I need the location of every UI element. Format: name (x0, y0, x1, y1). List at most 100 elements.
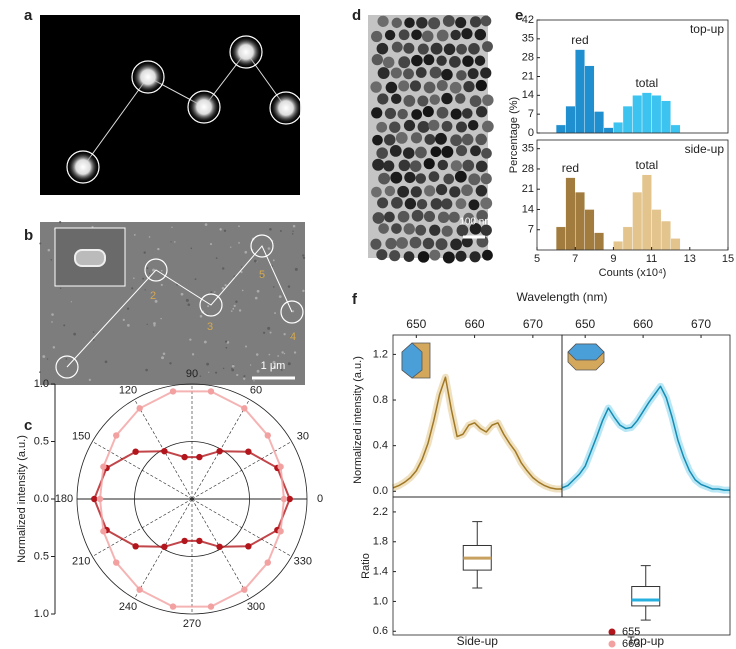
speckle (222, 287, 225, 290)
data-point (181, 538, 187, 544)
particle (370, 239, 381, 250)
speckle (245, 346, 247, 348)
spot (230, 36, 262, 68)
angle-label: 240 (119, 601, 137, 613)
particle (392, 42, 403, 53)
x-axis-label: Counts (x10⁴) (599, 267, 667, 279)
particle (461, 184, 473, 196)
particle (436, 55, 446, 65)
particle (481, 16, 492, 27)
bar (642, 93, 652, 133)
bar (566, 106, 576, 133)
particle (385, 108, 396, 119)
speckle (163, 352, 166, 355)
speckle (39, 371, 41, 373)
speckle (223, 368, 225, 370)
data-point (113, 432, 119, 438)
angle-label: 60 (250, 385, 262, 397)
speckle (263, 332, 265, 334)
particle (416, 67, 427, 78)
particle (481, 173, 492, 184)
particle (418, 44, 429, 55)
bar (566, 178, 576, 250)
particle (424, 185, 435, 196)
y-tick-label: 28 (522, 163, 534, 175)
bar (661, 221, 671, 250)
particle (391, 197, 403, 209)
particle (476, 185, 487, 196)
x-tick-label: 5 (534, 253, 540, 265)
speckle (232, 365, 235, 368)
y-axis-label: Percentage (%) (508, 97, 520, 173)
particle (463, 81, 474, 92)
bar (575, 192, 585, 250)
x-tick-label: 650 (406, 317, 426, 331)
speckle (142, 278, 144, 280)
panel-title: side-up (685, 142, 725, 156)
particle (455, 171, 467, 183)
spot (270, 92, 302, 124)
data-point (196, 454, 202, 460)
speckle (127, 324, 130, 327)
particle (456, 70, 466, 80)
speckle (244, 251, 247, 254)
angle-label: 90 (186, 368, 198, 380)
plot-frame (393, 497, 730, 635)
particle (437, 30, 449, 42)
particle (462, 134, 474, 146)
data-point (208, 388, 214, 394)
data-point (277, 528, 283, 534)
speckle (186, 299, 189, 302)
y-tick-label: 0.0 (373, 485, 388, 497)
bar (575, 50, 585, 133)
spot (132, 61, 164, 93)
y-tick-label: 1.0 (373, 595, 388, 607)
spot (188, 91, 220, 123)
speckle (234, 305, 236, 307)
particle (404, 223, 415, 234)
nanorod (75, 250, 105, 266)
x-tick-label: 11 (646, 253, 657, 265)
particle (372, 159, 384, 171)
y-tick-label: 7 (528, 108, 534, 120)
particle (468, 43, 480, 55)
particle (481, 148, 492, 159)
error-band (393, 377, 562, 489)
angle-label: 330 (294, 555, 312, 567)
y-tick-label: 1.4 (373, 566, 388, 578)
particle (443, 252, 455, 264)
speckle (89, 379, 91, 381)
data-point (170, 603, 176, 609)
y-tick-label: 7 (528, 224, 534, 236)
speckle (241, 266, 242, 267)
particle (389, 121, 400, 132)
speckle (292, 310, 294, 312)
particle (424, 211, 435, 222)
data-point (170, 388, 176, 394)
particle (416, 173, 427, 184)
particle (383, 160, 394, 171)
speckle (174, 241, 176, 243)
y-tick-label: 21 (522, 70, 534, 82)
speckle (257, 370, 260, 373)
particle (377, 43, 389, 55)
particle (403, 68, 414, 79)
speckle (274, 312, 276, 314)
particle (385, 238, 396, 249)
particle (468, 120, 478, 130)
particle (482, 121, 494, 133)
particle (377, 197, 388, 208)
x-axis-label: Wavelength (nm) (517, 290, 608, 304)
particle (449, 212, 460, 223)
y-tick-label: 1.8 (373, 536, 388, 548)
particle (399, 160, 411, 172)
particle (411, 186, 422, 197)
error-band (562, 386, 730, 490)
panel-label: d (352, 7, 361, 24)
y-tick-label: 0.4 (373, 440, 388, 452)
speckle (283, 333, 285, 335)
panel-label: b (24, 227, 33, 244)
particle (441, 146, 453, 158)
speckle (224, 284, 226, 286)
particle (475, 55, 485, 65)
